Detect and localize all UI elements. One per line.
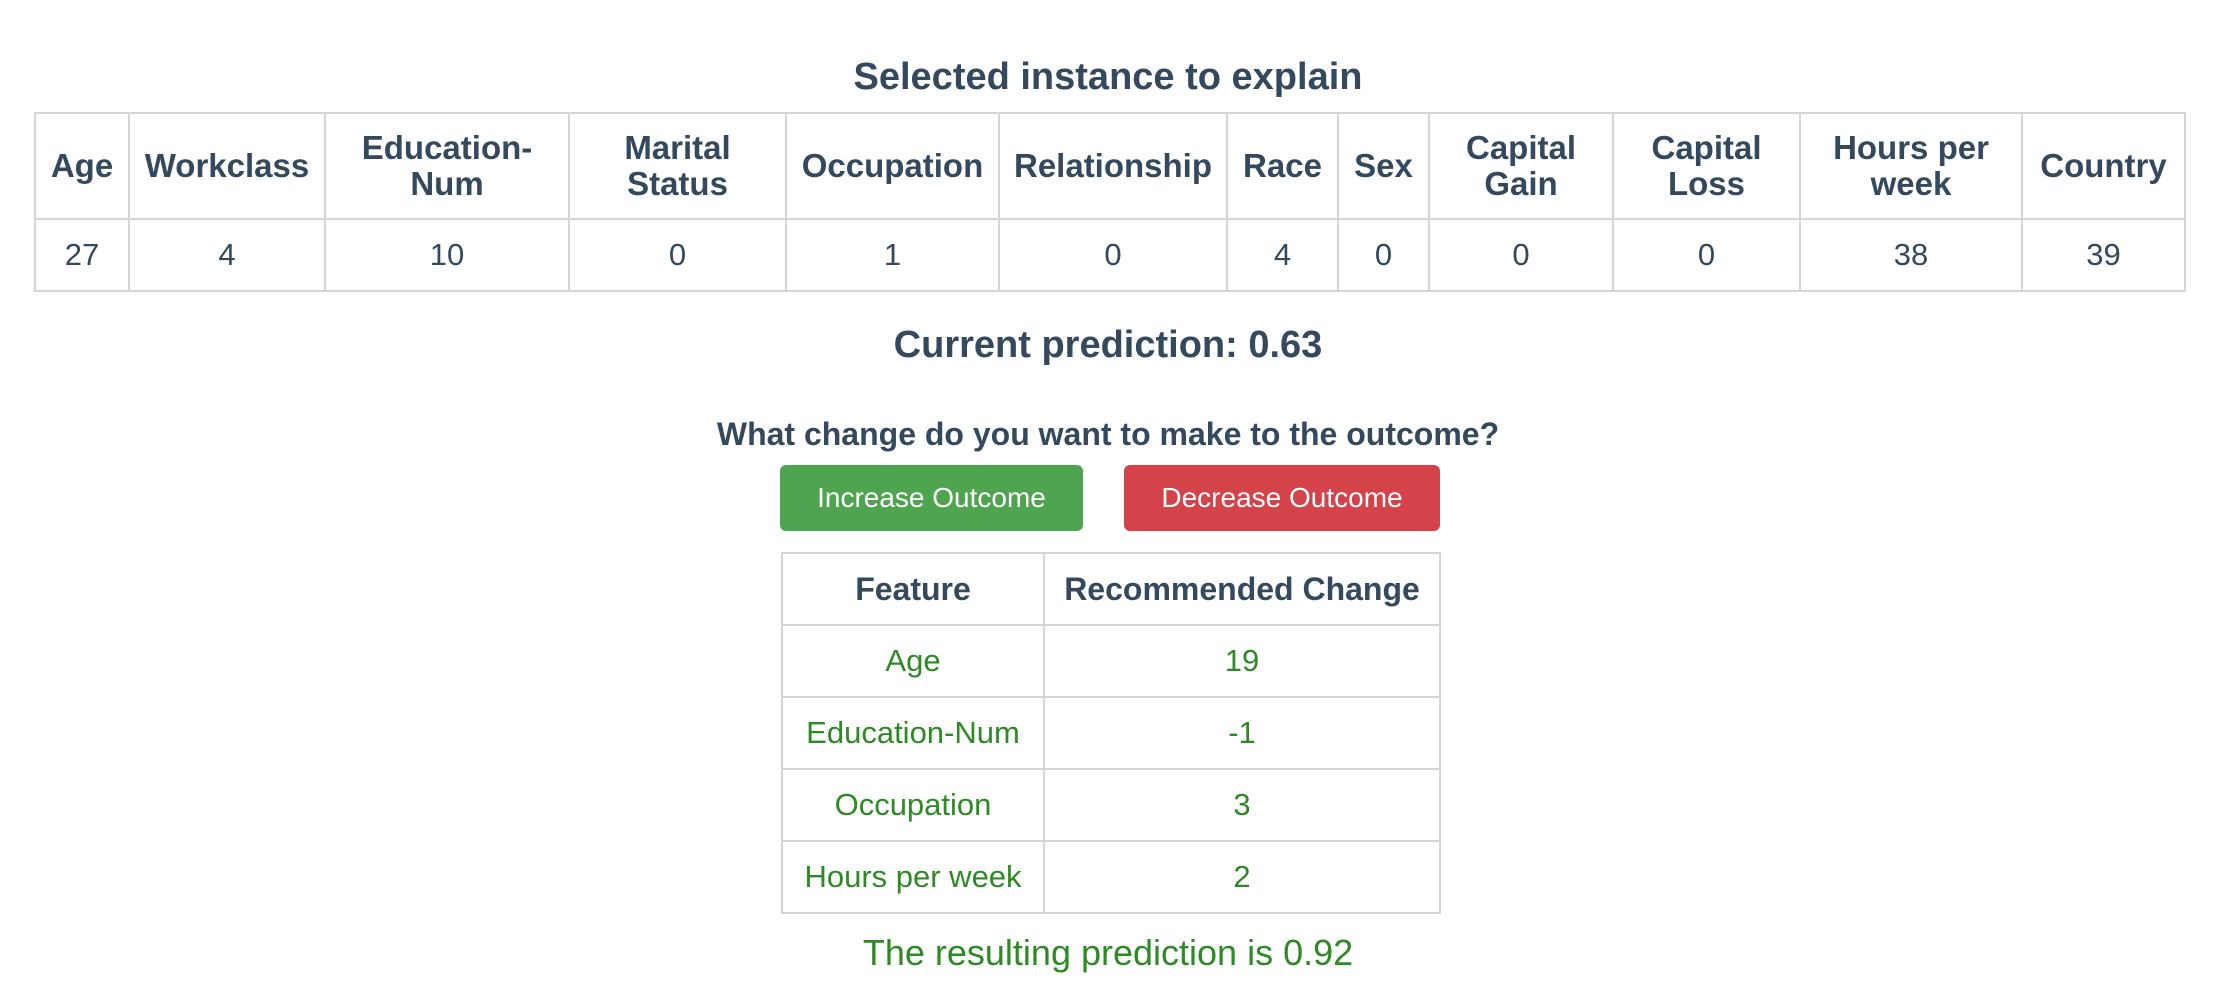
column-header-education-num: Education-Num xyxy=(324,112,570,220)
feature-cell: Hours per week xyxy=(781,840,1045,914)
column-header-feature: Feature xyxy=(781,552,1045,626)
column-header-race: Race xyxy=(1226,112,1339,220)
value-education-num: 10 xyxy=(324,218,570,292)
value-relationship: 0 xyxy=(998,218,1228,292)
value-race: 4 xyxy=(1226,218,1339,292)
value-workclass: 4 xyxy=(128,218,326,292)
resulting-prediction: The resulting prediction is 0.92 xyxy=(862,932,1354,973)
column-header-capital-loss: Capital Loss xyxy=(1612,112,1801,220)
current-prediction: Current prediction: 0.63 xyxy=(893,324,1323,366)
recommended-change-table: Feature Recommended Change Age 19 Educat… xyxy=(781,552,1441,914)
value-sex: 0 xyxy=(1337,218,1430,292)
table-row: Age 19 xyxy=(781,624,1441,698)
instance-value-row: 27 4 10 0 1 0 4 0 0 0 38 39 xyxy=(34,218,2186,292)
value-hours-per-week: 38 xyxy=(1799,218,2023,292)
column-header-workclass: Workclass xyxy=(128,112,326,220)
column-header-relationship: Relationship xyxy=(998,112,1228,220)
table-row: Education-Num -1 xyxy=(781,696,1441,770)
table-row: Hours per week 2 xyxy=(781,840,1441,914)
change-cell: -1 xyxy=(1043,696,1441,770)
column-header-sex: Sex xyxy=(1337,112,1430,220)
value-occupation: 1 xyxy=(785,218,1000,292)
column-header-country: Country xyxy=(2021,112,2186,220)
outcome-question: What change do you want to make to the o… xyxy=(716,416,1500,452)
instance-title: Selected instance to explain xyxy=(853,56,1363,98)
change-cell: 19 xyxy=(1043,624,1441,698)
column-header-capital-gain: Capital Gain xyxy=(1428,112,1614,220)
increase-outcome-button[interactable]: Increase Outcome xyxy=(780,465,1083,531)
feature-cell: Age xyxy=(781,624,1045,698)
table-row: Occupation 3 xyxy=(781,768,1441,842)
column-header-hours-per-week: Hours per week xyxy=(1799,112,2023,220)
value-capital-gain: 0 xyxy=(1428,218,1614,292)
column-header-age: Age xyxy=(34,112,130,220)
instance-table: Age Workclass Education-Num Marital Stat… xyxy=(34,112,2186,292)
change-cell: 2 xyxy=(1043,840,1441,914)
change-cell: 3 xyxy=(1043,768,1441,842)
change-header-row: Feature Recommended Change xyxy=(781,552,1441,626)
column-header-recommended-change: Recommended Change xyxy=(1043,552,1441,626)
decrease-outcome-button[interactable]: Decrease Outcome xyxy=(1124,465,1440,531)
instance-header-row: Age Workclass Education-Num Marital Stat… xyxy=(34,112,2186,220)
value-marital-status: 0 xyxy=(568,218,787,292)
feature-cell: Education-Num xyxy=(781,696,1045,770)
value-age: 27 xyxy=(34,218,130,292)
value-capital-loss: 0 xyxy=(1612,218,1801,292)
column-header-marital-status: Marital Status xyxy=(568,112,787,220)
feature-cell: Occupation xyxy=(781,768,1045,842)
column-header-occupation: Occupation xyxy=(785,112,1000,220)
value-country: 39 xyxy=(2021,218,2186,292)
